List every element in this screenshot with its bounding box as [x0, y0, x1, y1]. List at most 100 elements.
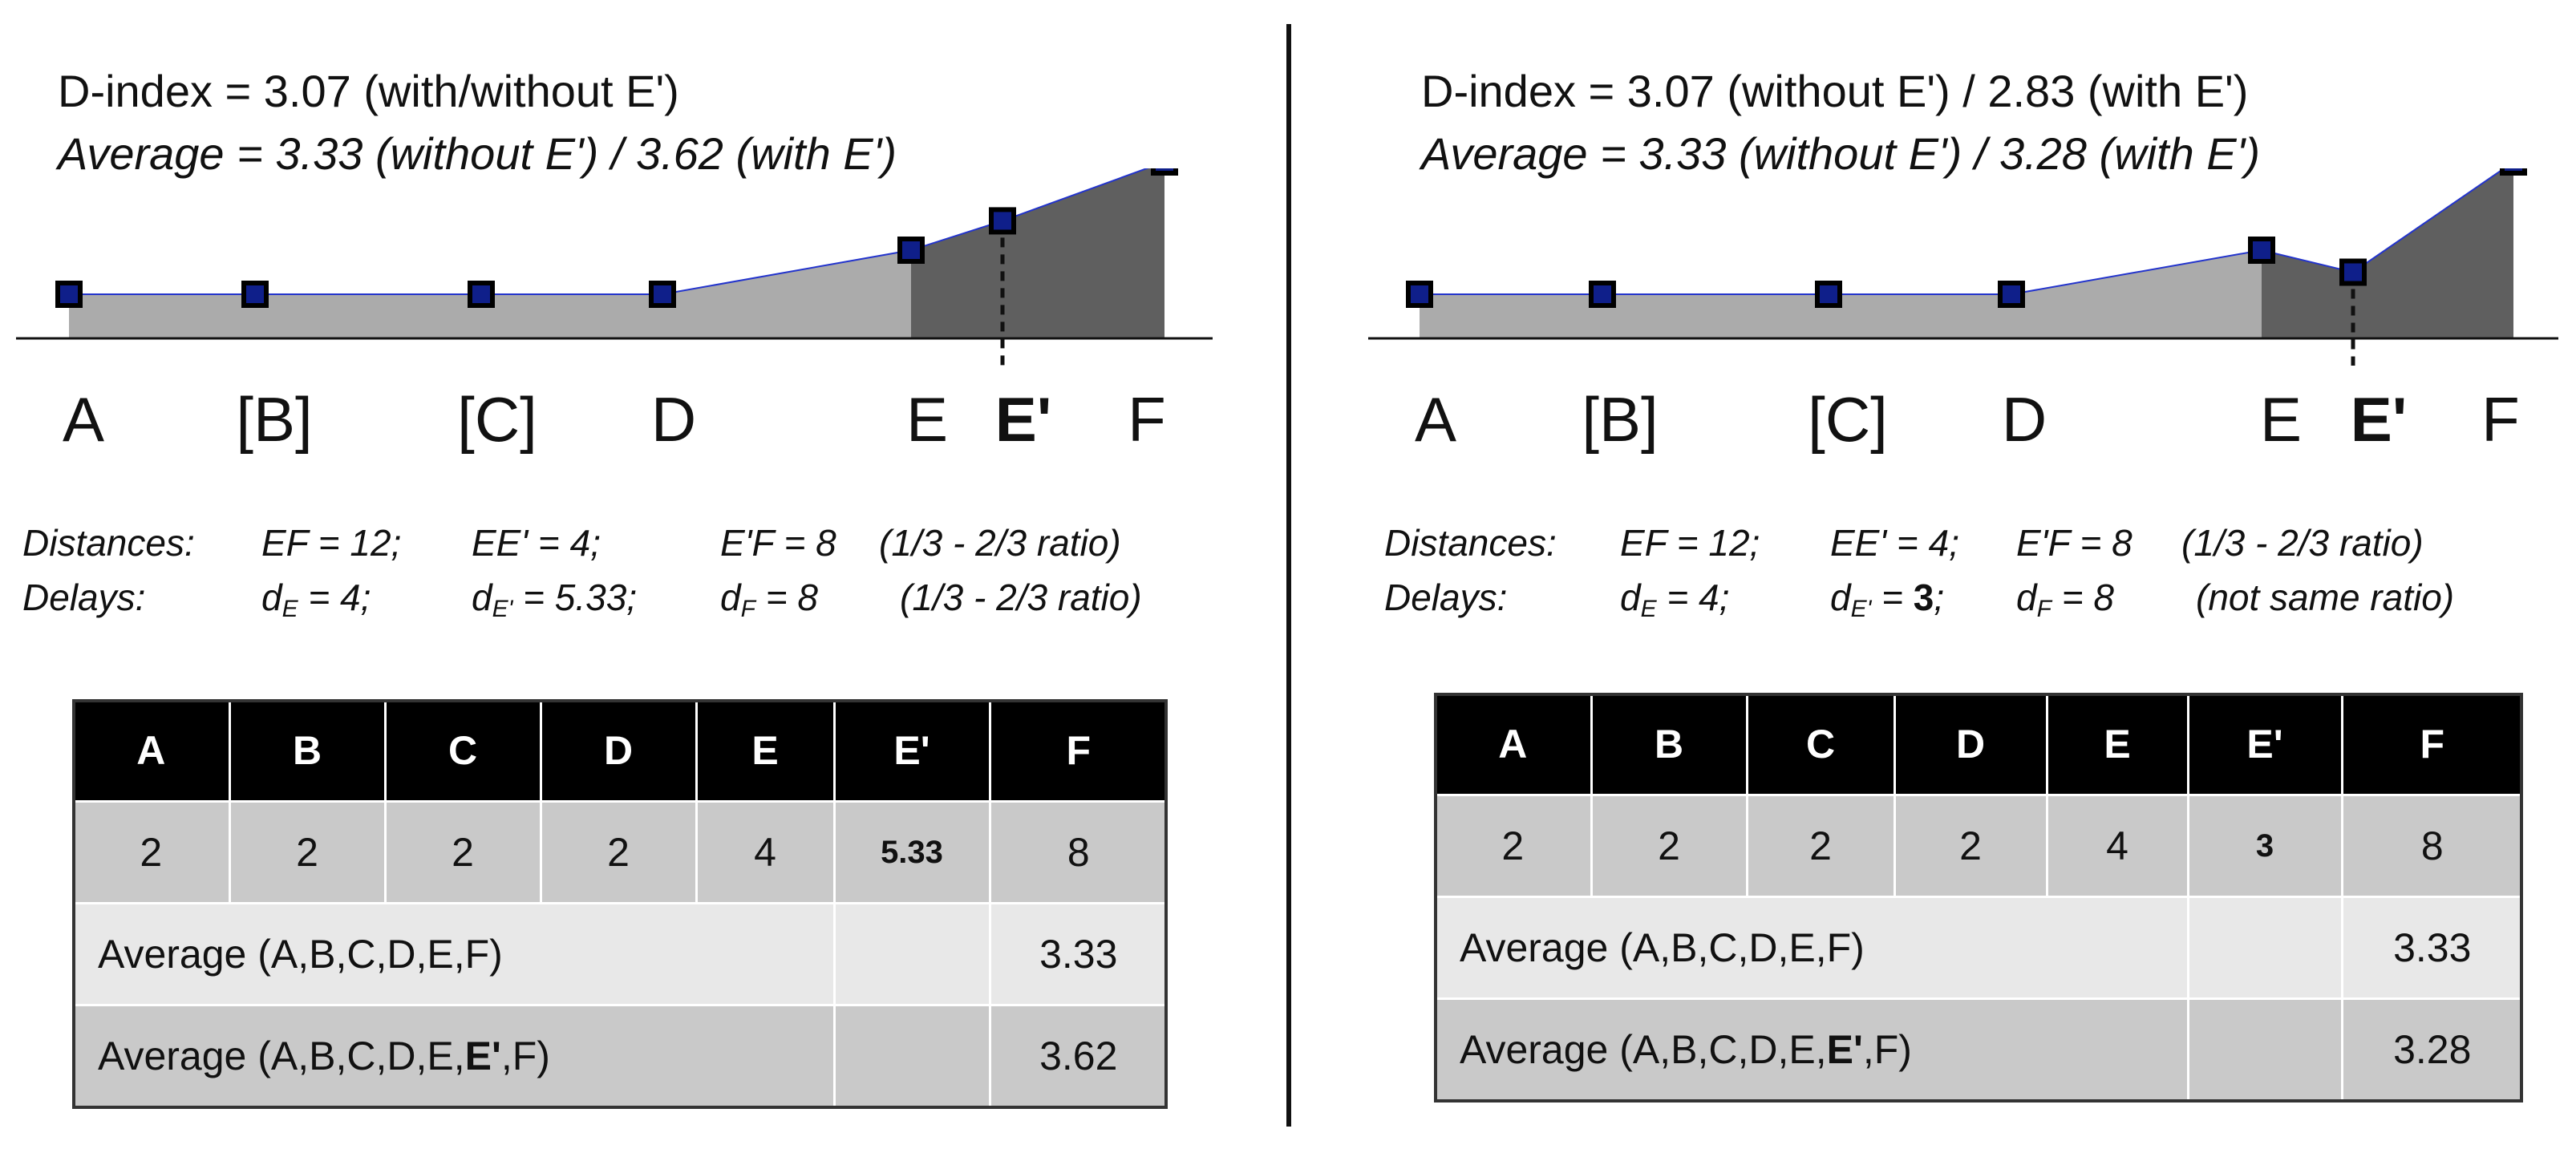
delay-e: dE = 4; [1620, 577, 1730, 622]
segment-area-e-f [2262, 168, 2513, 338]
empty-cell [832, 902, 990, 1005]
delay-e-prime: dE' = 3; [1830, 577, 1945, 622]
average-label: Average (A,B,C,D,E,F) [1436, 896, 2188, 999]
delay-ratio: (1/3 - 2/3 ratio) [900, 577, 1142, 618]
delay-marker [1589, 281, 1616, 308]
average-value: 3.33 [2340, 896, 2521, 999]
header-cell: D [1893, 694, 2047, 795]
d-index-line: D-index = 3.07 (with/without E') [58, 66, 679, 116]
axis-label: E [906, 384, 948, 455]
table-values-row: 2 2 2 2 4 5.33 8 [74, 800, 1166, 904]
value-cell: 8 [2340, 794, 2521, 897]
delay-marker [241, 281, 269, 308]
value-cell: 2 [74, 800, 229, 904]
average-line: Average = 3.33 (without E') / 3.28 (with… [1421, 128, 2260, 179]
distance-ef: EF = 12; [1620, 522, 1760, 564]
delay-marker [1998, 281, 2025, 308]
header-cell: C [383, 701, 541, 802]
delay-diagram: A [B] [C] D E E' F [1368, 168, 2558, 455]
axis-label: E [2260, 384, 2302, 455]
header-cell: E' [2186, 694, 2342, 795]
delay-e: dE = 4; [261, 577, 371, 622]
value-cell: 2 [383, 800, 541, 904]
left-panel: D-index = 3.07 (with/without E') Average… [16, 66, 1213, 1109]
delay-f: dF = 8 [720, 577, 818, 622]
axis-label: [C] [457, 384, 537, 455]
distances-label: Distances: [22, 522, 195, 564]
panel-divider [1286, 24, 1291, 1127]
delay-table: A B C D E E' F 2 2 2 2 4 5.33 8 Average … [74, 701, 1166, 1106]
header-cell: B [1590, 694, 1747, 795]
axis-label: D [651, 384, 696, 455]
table-header-row: A B C D E E' F [74, 701, 1166, 802]
delays-label: Delays: [22, 577, 146, 618]
table-average-row: Average (A,B,C,D,E,F) 3.33 [74, 902, 1166, 1005]
average-label: Average (A,B,C,D,E,E',F) [74, 1004, 834, 1106]
delay-marker [2500, 168, 2527, 176]
delay-marker [989, 207, 1016, 235]
table-average-row: Average (A,B,C,D,E,F) 3.33 [1436, 896, 2521, 999]
average-value: 3.62 [988, 1004, 1166, 1106]
delay-marker [897, 237, 925, 264]
average-line: Average = 3.33 (without E') / 3.62 (with… [58, 128, 897, 179]
header-cell: E [695, 701, 834, 802]
header-cell: E' [832, 701, 990, 802]
delay-diagram: A [B] [C] D E E' F [16, 168, 1213, 455]
empty-cell [832, 1004, 990, 1106]
average-value: 3.28 [2340, 997, 2521, 1099]
axis-label: E' [995, 384, 1052, 455]
header-cell: C [1745, 694, 1894, 795]
distances-label: Distances: [1384, 522, 1557, 564]
axis-label: [B] [236, 384, 312, 455]
value-cell: 5.33 [832, 800, 990, 904]
value-cell: 2 [1436, 794, 1591, 897]
axis-label: A [63, 384, 104, 455]
value-cell: 4 [695, 800, 834, 904]
delay-marker [2248, 237, 2275, 264]
distance-ee-prime: EE' = 4; [1830, 522, 1959, 564]
axis-label: [C] [1808, 384, 1888, 455]
delay-marker [468, 281, 495, 308]
axis-label: F [1128, 384, 1166, 455]
header-cell: A [1436, 694, 1591, 795]
table-header-row: A B C D E E' F [1436, 694, 2521, 795]
axis-label: F [2481, 384, 2520, 455]
value-cell: 2 [1893, 794, 2047, 897]
axis-label: E' [2351, 384, 2408, 455]
header-cell: B [228, 701, 385, 802]
value-cell: 2 [228, 800, 385, 904]
right-panel: D-index = 3.07 (without E') / 2.83 (with… [1288, 0, 2576, 1149]
segment-area-e-f [911, 168, 1164, 338]
distance-e-prime-f: E'F = 8 [2016, 522, 2132, 564]
distance-ratio: (1/3 - 2/3 ratio) [879, 522, 1121, 564]
delay-marker [55, 281, 83, 308]
empty-cell [2186, 896, 2342, 999]
axis-label: D [2002, 384, 2047, 455]
delay-f: dF = 8 [2016, 577, 2114, 622]
delay-marker [1815, 281, 1842, 308]
average-label: Average (A,B,C,D,E,E',F) [1436, 997, 2188, 1099]
header-cell: F [2340, 694, 2521, 795]
distance-ratio: (1/3 - 2/3 ratio) [2181, 522, 2424, 564]
distance-ee-prime: EE' = 4; [472, 522, 601, 564]
header-cell: F [988, 701, 1166, 802]
delay-marker [649, 281, 676, 308]
delays-label: Delays: [1384, 577, 1508, 618]
table-values-row: 2 2 2 2 4 3 8 [1436, 794, 2521, 897]
value-cell: 8 [988, 800, 1166, 904]
table-average-with-e-prime-row: Average (A,B,C,D,E,E',F) 3.28 [1436, 997, 2521, 1099]
delay-marker [1406, 281, 1433, 308]
d-index-line: D-index = 3.07 (without E') / 2.83 (with… [1421, 66, 2249, 116]
delay-ratio: (not same ratio) [2196, 577, 2455, 618]
average-value: 3.33 [988, 902, 1166, 1005]
axis-label: [B] [1582, 384, 1658, 455]
delay-marker [2339, 258, 2367, 286]
average-label: Average (A,B,C,D,E,F) [74, 902, 834, 1005]
empty-cell [2186, 997, 2342, 1099]
value-cell: 2 [1590, 794, 1747, 897]
value-cell: 2 [539, 800, 696, 904]
header-cell: A [74, 701, 229, 802]
value-cell: 4 [2045, 794, 2188, 897]
delay-e-prime: dE' = 5.33; [472, 577, 638, 622]
delay-marker [1151, 168, 1178, 176]
